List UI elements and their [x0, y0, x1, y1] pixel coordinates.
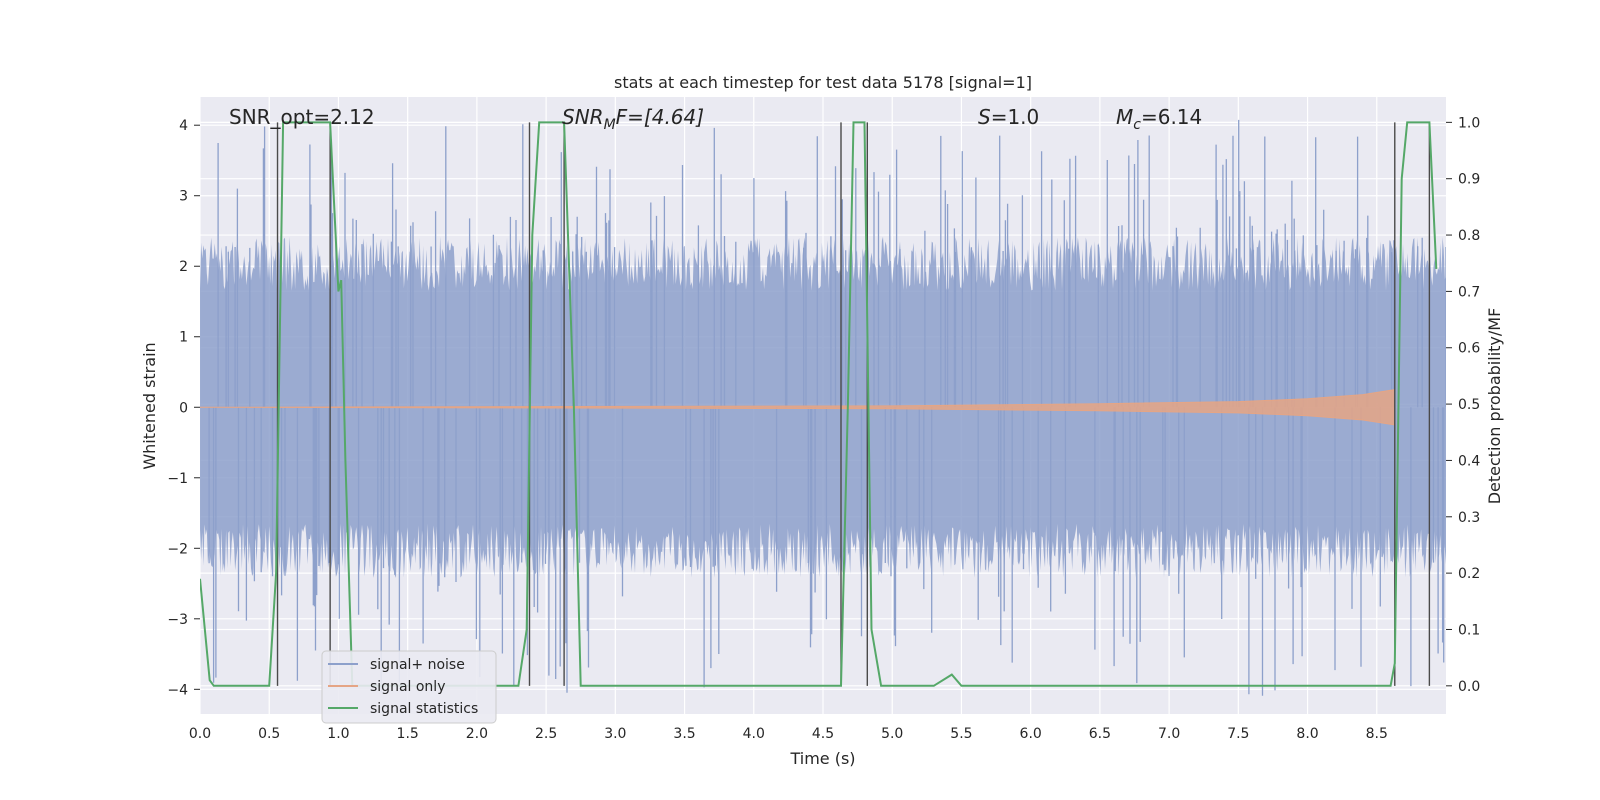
- y2-tick-label: 0.2: [1458, 566, 1480, 582]
- x-tick-label: 4.0: [743, 726, 765, 742]
- annotation-mc: Mc=6.14: [1116, 105, 1202, 133]
- annotation-snr-mf-rest: F=[4.64]: [616, 105, 704, 129]
- x-tick-label: 1.5: [397, 726, 419, 742]
- x-tick-label: 6.0: [1020, 726, 1042, 742]
- x-tick-label: 0.5: [258, 726, 280, 742]
- y2-tick-label: 0.9: [1458, 172, 1480, 188]
- y2-tick-label: 0.4: [1458, 453, 1480, 469]
- legend: signal+ noise signal only signal statist…: [321, 650, 497, 724]
- annotation-mc-base: M: [1116, 105, 1133, 129]
- annotation-snr-mf-base: SNR: [562, 105, 604, 129]
- x-tick-label: 2.0: [466, 726, 488, 742]
- y2-tick-label: 0.6: [1458, 341, 1480, 357]
- y-tick-label: 4: [179, 118, 188, 134]
- legend-label-signal-noise: signal+ noise: [370, 657, 465, 673]
- annotation-mc-sub: c: [1133, 117, 1141, 133]
- annotation-s: S=1.0: [978, 105, 1039, 129]
- y2-ticks: 1.0 0.9 0.8 0.7 0.6 0.5 0.4 0.3 0.2 0.1 0.0: [1446, 115, 1480, 695]
- x-tick-label: 2.5: [535, 726, 557, 742]
- y2-tick-label: 0.0: [1458, 679, 1480, 695]
- x-tick-label: 5.0: [881, 726, 903, 742]
- legend-label-signal-only: signal only: [370, 679, 445, 695]
- annotation-snr-mf: SNRMF=[4.64]: [562, 105, 704, 133]
- y-tick-label: 2: [179, 259, 188, 275]
- y2-tick-label: 0.8: [1458, 228, 1480, 244]
- y-tick-label: −1: [167, 471, 188, 487]
- y-tick-label: −3: [167, 612, 188, 628]
- legend-box: [321, 650, 497, 724]
- x-tick-label: 7.5: [1227, 726, 1249, 742]
- y2-tick-label: 0.5: [1458, 397, 1480, 413]
- x-tick-label: 7.0: [1158, 726, 1180, 742]
- x-tick-label: 4.5: [812, 726, 834, 742]
- y2-tick-label: 0.3: [1458, 510, 1480, 526]
- y-tick-label: 0: [179, 400, 188, 416]
- x-tick-label: 3.5: [673, 726, 695, 742]
- y-axis-label: Whitened strain: [140, 342, 159, 469]
- x-tick-label: 5.5: [950, 726, 972, 742]
- chart-title: stats at each timestep for test data 517…: [614, 73, 1032, 92]
- x-tick-label: 3.0: [604, 726, 626, 742]
- annotation-snr-opt: SNR_opt=2.12: [229, 105, 375, 129]
- y2-tick-label: 0.1: [1458, 622, 1480, 638]
- legend-label-signal-statistics: signal statistics: [370, 701, 478, 717]
- annotation-snr-mf-sub: M: [604, 117, 616, 133]
- y-tick-label: −2: [167, 541, 188, 557]
- y2-tick-label: 1.0: [1458, 115, 1480, 131]
- y-tick-label: 3: [179, 189, 188, 205]
- x-tick-label: 1.0: [327, 726, 349, 742]
- y2-axis-label: Detection probability/MF: [1485, 308, 1504, 505]
- y-ticks: 4 3 2 1 0 −1 −2 −3 −4: [167, 118, 200, 698]
- x-axis-label: Time (s): [789, 749, 855, 768]
- annotation-mc-rest: =6.14: [1141, 105, 1202, 129]
- x-tick-label: 8.0: [1296, 726, 1318, 742]
- x-tick-label: 0.0: [189, 726, 211, 742]
- x-tick-label: 6.5: [1089, 726, 1111, 742]
- signal-noise-spikes: [208, 119, 1446, 696]
- x-ticks: 0.0 0.5 1.0 1.5 2.0 2.5 3.0 3.5 4.0 4.5 5.0 5.5 6.0 6…: [189, 726, 1388, 742]
- y-tick-label: −4: [167, 682, 188, 698]
- x-tick-label: 8.5: [1366, 726, 1388, 742]
- y-tick-label: 1: [179, 330, 188, 346]
- annotation-s-rest: =1.0: [991, 105, 1040, 129]
- y2-tick-label: 0.7: [1458, 284, 1480, 300]
- signal-statistics-series: [200, 121, 1438, 687]
- annotation-s-base: S: [978, 105, 991, 129]
